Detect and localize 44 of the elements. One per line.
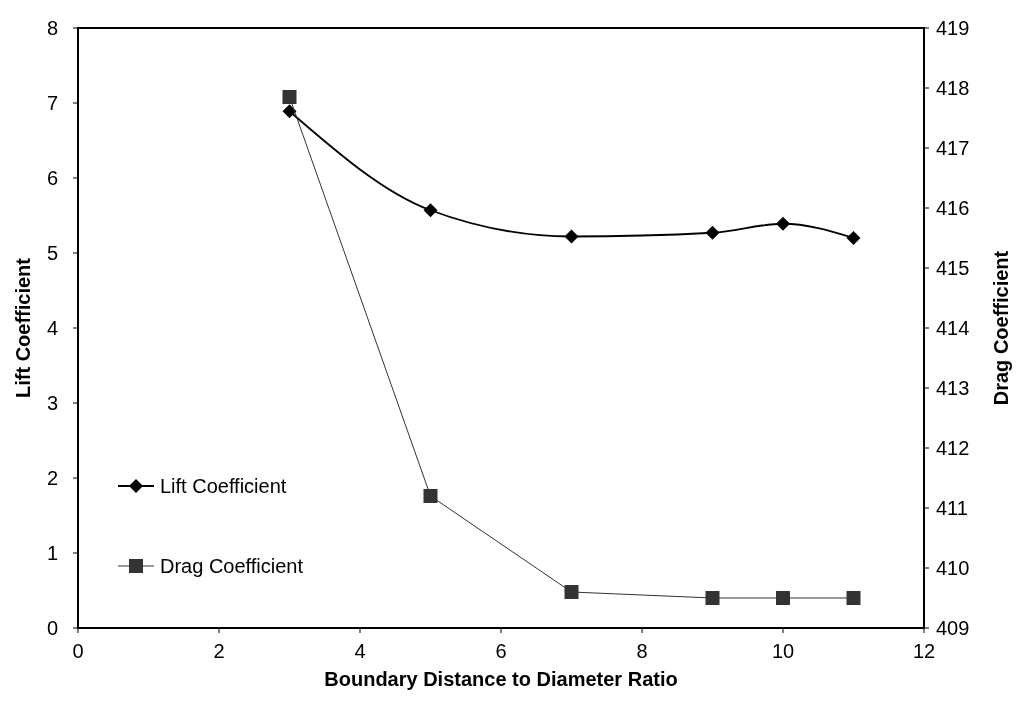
point	[282, 104, 297, 119]
y2-tick-label: 414	[936, 317, 970, 339]
y-tick-label: 5	[46, 242, 58, 264]
point	[776, 591, 790, 605]
x-tick-label: 4	[354, 640, 366, 662]
point	[776, 216, 790, 231]
x-tick-label: 2	[213, 640, 225, 662]
y2-axis-title: Drag Coefficient	[990, 250, 1012, 406]
y-tick-label: 8	[46, 17, 58, 39]
point	[846, 231, 861, 245]
y-tick-label: 3	[46, 392, 58, 414]
y-axis-title: Lift Coefficient	[12, 257, 34, 398]
y-tick-label: 0	[46, 617, 58, 639]
y2-tick-label: 416	[936, 197, 970, 219]
y-tick-label: 2	[46, 467, 58, 489]
legend-label: Drag Coefficient	[160, 555, 304, 577]
y2-tick-label: 410	[936, 557, 970, 579]
point	[564, 585, 579, 599]
legend-label: Lift Coefficient	[160, 475, 287, 497]
x-tick-label: 0	[72, 640, 84, 662]
point	[705, 225, 720, 240]
x-tick-label: 10	[771, 640, 795, 662]
x-axis-title: Boundary Distance to Diameter Ratio	[324, 668, 678, 690]
point	[282, 90, 297, 104]
point	[705, 591, 720, 605]
point	[846, 591, 861, 605]
y2-tick-label: 419	[936, 17, 970, 39]
x-tick-label: 6	[495, 640, 507, 662]
y2-tick-label: 409	[936, 617, 970, 639]
y-tick-label: 1	[46, 542, 58, 564]
y2-tick-label: 417	[936, 137, 970, 159]
y2-tick-label: 413	[936, 377, 970, 399]
y2-tick-label: 418	[936, 77, 970, 99]
y2-tick-label: 415	[936, 257, 970, 279]
y2-tick-label: 412	[936, 437, 970, 459]
y2-tick-label: 411	[936, 497, 968, 519]
x-tick-label: 12	[912, 640, 936, 662]
x-tick-label: 8	[636, 640, 648, 662]
point	[423, 489, 438, 503]
y-tick-label: 7	[46, 92, 58, 114]
point	[423, 203, 438, 218]
point	[564, 229, 579, 244]
y-tick-label: 4	[46, 317, 58, 339]
y-tick-label: 6	[46, 167, 58, 189]
